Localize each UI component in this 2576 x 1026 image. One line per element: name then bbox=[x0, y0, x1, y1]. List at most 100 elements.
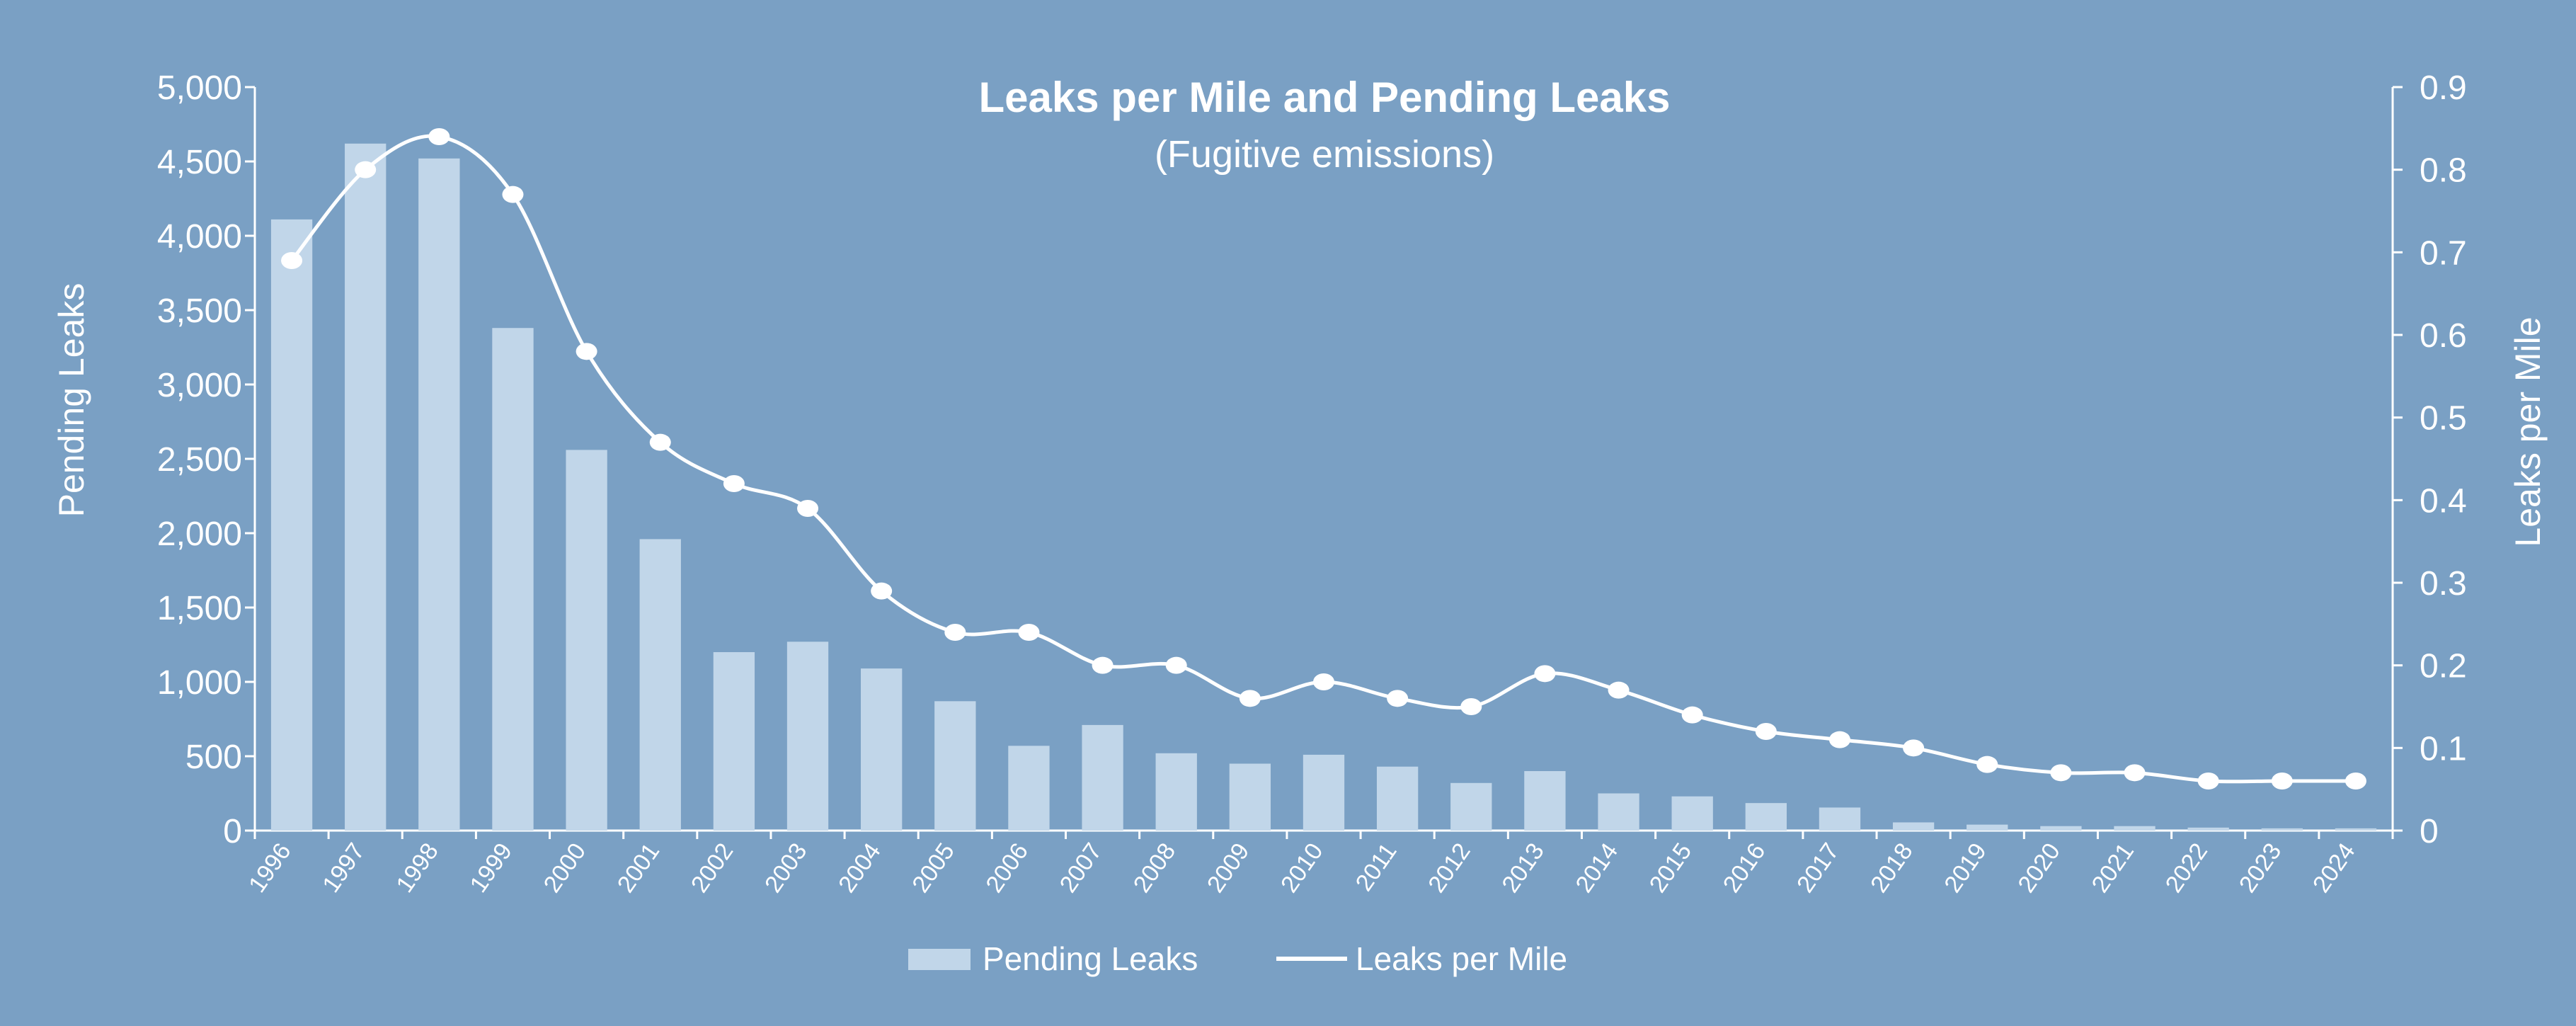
y-left-tick-label: 2,500 bbox=[157, 441, 242, 479]
bar bbox=[2187, 827, 2229, 831]
y-left-tick-label: 1,500 bbox=[157, 590, 242, 627]
bar bbox=[1598, 793, 1639, 831]
chart-title: Leaks per Mile and Pending Leaks bbox=[979, 74, 1671, 121]
bar bbox=[1303, 754, 1345, 831]
bar bbox=[1745, 803, 1787, 831]
x-tick-label: 2023 bbox=[2234, 838, 2287, 898]
x-tick-label: 2004 bbox=[833, 838, 886, 898]
bar bbox=[1671, 796, 1713, 831]
bar bbox=[2114, 826, 2156, 831]
legend-label-leaks-per-mile: Leaks per Mile bbox=[1356, 940, 1567, 977]
y-right-axis: 0 0.1 0.2 0.3 0.4 0.5 0.6 0.7 0.8 0.9 bbox=[2391, 69, 2467, 850]
bar bbox=[1155, 753, 1197, 831]
y-left-tick-label: 4,500 bbox=[157, 144, 242, 181]
line-point bbox=[2345, 773, 2366, 790]
line-point bbox=[355, 161, 377, 178]
bar bbox=[934, 701, 976, 831]
line-point bbox=[1608, 681, 1630, 699]
x-tick-label: 2018 bbox=[1865, 838, 1918, 898]
bar bbox=[1967, 824, 2008, 831]
x-axis: 1996 1997 1998 1999 2000 2001 2002 2003 2004 2005… bbox=[244, 829, 2394, 898]
x-tick-label: 2002 bbox=[686, 838, 739, 898]
bar bbox=[566, 450, 607, 831]
bar bbox=[639, 539, 681, 831]
chart-subtitle: (Fugitive emissions) bbox=[1155, 133, 1494, 176]
bar bbox=[2335, 828, 2377, 831]
line-point bbox=[1976, 756, 1998, 773]
line-series-leaks-per-mile bbox=[281, 128, 2366, 790]
y-left-tick-label: 3,000 bbox=[157, 367, 242, 404]
bar bbox=[1082, 724, 1123, 831]
x-tick-label: 1998 bbox=[391, 838, 444, 898]
x-tick-label: 2016 bbox=[1718, 838, 1771, 898]
x-tick-label: 2021 bbox=[2087, 838, 2140, 898]
x-tick-label: 2011 bbox=[1351, 838, 1402, 896]
y-right-tick-label: 0.4 bbox=[2420, 482, 2467, 520]
bar bbox=[1229, 763, 1271, 831]
y-left-tick-label: 0 bbox=[223, 813, 242, 850]
line-point bbox=[2197, 773, 2219, 790]
line-point bbox=[1828, 731, 1850, 748]
x-tick-label: 2020 bbox=[2013, 838, 2066, 898]
y-right-tick-label: 0.1 bbox=[2420, 730, 2467, 768]
bar bbox=[1524, 771, 1566, 831]
x-tick-label: 1996 bbox=[244, 838, 297, 898]
x-tick-label: 1999 bbox=[465, 838, 518, 898]
bar bbox=[713, 652, 755, 831]
bar bbox=[1819, 807, 1861, 831]
line-point bbox=[428, 128, 450, 145]
x-tick-label: 2024 bbox=[2308, 838, 2361, 898]
line-point bbox=[797, 500, 819, 517]
y-left-axis: 0 500 1,000 1,500 2,000 2,500 3,000 3,500 4,000 4… bbox=[157, 69, 256, 850]
y-right-tick-label: 0.6 bbox=[2420, 317, 2467, 355]
line-point bbox=[2271, 773, 2293, 790]
y-left-axis-title: Pending Leaks bbox=[52, 283, 91, 518]
line-point bbox=[1755, 723, 1777, 740]
x-tick-label: 2015 bbox=[1644, 838, 1698, 898]
line-point bbox=[2050, 764, 2072, 782]
line-point bbox=[576, 343, 597, 360]
line-point bbox=[1387, 690, 1409, 707]
x-tick-label: 2008 bbox=[1128, 838, 1181, 898]
bar bbox=[418, 158, 460, 831]
line-point bbox=[2124, 764, 2146, 782]
legend: Pending Leaks Leaks per Mile bbox=[908, 940, 1567, 977]
line-point bbox=[871, 582, 893, 600]
x-tick-label: 2014 bbox=[1571, 838, 1624, 898]
x-tick-label: 2017 bbox=[1792, 838, 1845, 898]
x-tick-label: 2012 bbox=[1423, 838, 1476, 898]
x-tick-label: 2001 bbox=[612, 838, 665, 898]
bar bbox=[861, 668, 903, 831]
line-point bbox=[1534, 665, 1556, 683]
y-right-tick-label: 0.3 bbox=[2420, 565, 2467, 603]
x-tick-label: 2019 bbox=[1939, 838, 1992, 898]
line-point bbox=[944, 624, 966, 641]
bar bbox=[1376, 766, 1419, 831]
bar bbox=[2261, 828, 2303, 831]
line-point bbox=[502, 186, 524, 203]
line-point bbox=[1313, 673, 1334, 690]
line-point bbox=[281, 252, 303, 269]
line-point bbox=[1018, 624, 1040, 641]
line-point bbox=[1681, 706, 1703, 724]
line-point bbox=[1165, 656, 1187, 674]
y-right-tick-label: 0.5 bbox=[2420, 400, 2467, 438]
y-left-tick-label: 500 bbox=[185, 739, 242, 776]
x-tick-label: 2000 bbox=[539, 838, 592, 898]
line-point bbox=[1460, 698, 1482, 715]
y-right-tick-label: 0.7 bbox=[2420, 234, 2467, 272]
x-tick-label: 2007 bbox=[1055, 838, 1108, 898]
legend-swatch-pending-leaks bbox=[908, 949, 971, 970]
y-right-tick-label: 0 bbox=[2420, 813, 2439, 850]
line-point bbox=[649, 433, 671, 451]
line-point bbox=[1092, 656, 1114, 674]
line-point bbox=[723, 475, 745, 492]
line-point bbox=[1903, 739, 1925, 757]
x-tick-label: 2010 bbox=[1276, 838, 1329, 898]
line-point bbox=[1239, 690, 1261, 707]
bar bbox=[786, 642, 829, 831]
bar bbox=[1008, 746, 1050, 831]
y-right-tick-label: 0.8 bbox=[2420, 152, 2467, 190]
